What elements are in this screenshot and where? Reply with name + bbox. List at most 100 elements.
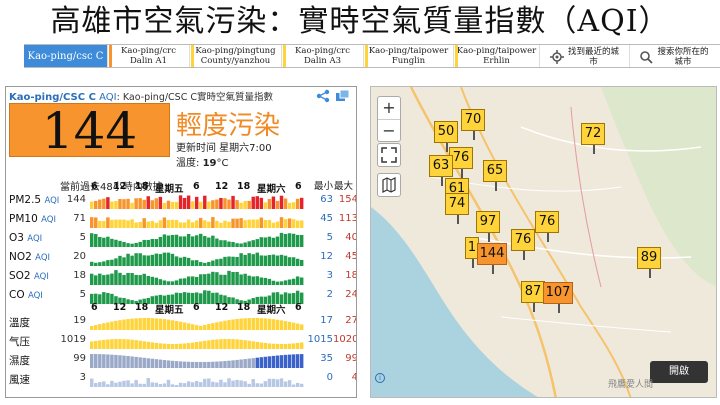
aqi-station-marker[interactable]: 70 bbox=[461, 109, 485, 131]
history-bar bbox=[271, 355, 276, 368]
row-chart[interactable] bbox=[90, 331, 304, 350]
time-tick: 6 bbox=[91, 302, 98, 313]
aqi-station-marker[interactable]: 76 bbox=[511, 229, 535, 251]
aqi-station-marker[interactable]: 76 bbox=[449, 147, 473, 169]
history-bar bbox=[291, 343, 296, 349]
station-tabs: Kao-ping/csc C Kao-ping/crc Dalin A1 Kao… bbox=[24, 44, 720, 68]
history-bar bbox=[186, 195, 191, 209]
aqi-station-marker[interactable]: 63 bbox=[429, 155, 453, 177]
history-bar bbox=[227, 270, 231, 285]
find-nearest-city-button[interactable]: 找到最近的城市 bbox=[540, 45, 630, 67]
history-bar bbox=[110, 201, 114, 209]
history-bar bbox=[283, 198, 288, 209]
history-bar bbox=[98, 340, 102, 349]
history-bar bbox=[219, 379, 223, 387]
history-bar bbox=[299, 292, 304, 304]
history-bar bbox=[287, 202, 292, 209]
history-bar bbox=[247, 275, 251, 285]
aqi-station-marker[interactable]: 74 bbox=[445, 193, 469, 215]
row-chart[interactable] bbox=[90, 350, 304, 369]
row-chart[interactable] bbox=[90, 312, 304, 331]
history-bar bbox=[162, 383, 167, 387]
history-bar bbox=[150, 276, 155, 285]
aqi-station-marker[interactable]: 72 bbox=[581, 123, 605, 145]
find-nearest-city-label: 找到最近的城市 bbox=[567, 46, 619, 67]
row-chart[interactable] bbox=[90, 210, 304, 229]
history-bar bbox=[174, 320, 179, 330]
aqi-station-marker[interactable]: 97 bbox=[476, 211, 500, 233]
history-bar bbox=[178, 236, 183, 247]
row-chart[interactable] bbox=[90, 229, 304, 248]
row-chart[interactable] bbox=[90, 267, 304, 286]
history-bars bbox=[90, 232, 304, 247]
history-bar bbox=[203, 290, 207, 304]
history-bar bbox=[259, 383, 264, 387]
history-bar bbox=[275, 343, 280, 349]
history-bar bbox=[182, 383, 187, 387]
tab-kaoping-csc-c[interactable]: Kao-ping/csc C bbox=[24, 45, 108, 67]
history-bar bbox=[199, 217, 203, 228]
row-current: 5 bbox=[79, 232, 86, 243]
history-bar bbox=[182, 222, 187, 228]
history-bar bbox=[118, 255, 122, 266]
history-bar bbox=[247, 200, 251, 209]
station-map[interactable]: + − 70 50 72 76 63 65 61 74 97 76 1 144 76 89 87 107 i … bbox=[370, 86, 717, 398]
row-chart[interactable] bbox=[90, 191, 304, 210]
tab-kaoping-crc-dalin-a1[interactable]: Kao-ping/crc Dalin A1 bbox=[108, 45, 190, 67]
time-tick: 18 bbox=[135, 181, 149, 192]
tab-kaoping-taipower-erhlin[interactable]: Kao-ping/taipower Erhlin bbox=[454, 45, 540, 67]
history-bar bbox=[231, 297, 235, 304]
info-icon[interactable]: i bbox=[375, 373, 385, 383]
history-bar bbox=[130, 300, 134, 304]
history-bar bbox=[287, 279, 292, 285]
history-bar bbox=[102, 339, 106, 349]
tab-kaoping-crc-dalin-a3[interactable]: Kao-ping/crc Dalin A3 bbox=[282, 45, 364, 67]
tab-color-swatch bbox=[191, 45, 194, 67]
history-bar bbox=[291, 278, 296, 285]
marker-stem bbox=[473, 131, 475, 140]
history-bar bbox=[138, 299, 142, 304]
search-city-button[interactable]: 搜索你所在的城市 bbox=[630, 45, 718, 67]
history-bar bbox=[118, 297, 122, 304]
history-bar bbox=[199, 293, 203, 304]
station-panel: Kao-ping/CSC C AQI: Kao-ping/CSC C實時空氣質量… bbox=[5, 86, 357, 398]
aqi-station-marker[interactable]: 87 bbox=[521, 281, 545, 303]
history-bar bbox=[110, 293, 114, 304]
aqi-station-marker[interactable]: 107 bbox=[543, 282, 573, 304]
windows-icon[interactable] bbox=[335, 89, 350, 103]
history-bar bbox=[118, 381, 122, 387]
zoom-out-button[interactable]: − bbox=[378, 119, 400, 141]
watermark-text: 飛鷹愛人間 bbox=[608, 380, 654, 390]
tab-kaoping-taipower-funglin[interactable]: Kao-ping/taipower Funglin bbox=[364, 45, 454, 67]
history-bar bbox=[211, 339, 215, 349]
open-map-button[interactable]: 開啟 bbox=[650, 361, 708, 383]
row-chart[interactable] bbox=[90, 286, 304, 305]
history-bar bbox=[295, 220, 300, 228]
aqi-station-marker[interactable]: 89 bbox=[637, 247, 661, 269]
history-bar bbox=[227, 297, 231, 304]
history-bar bbox=[279, 195, 284, 209]
aqi-station-marker[interactable]: 144 bbox=[477, 243, 507, 265]
zoom-in-button[interactable]: + bbox=[382, 98, 396, 117]
history-bar bbox=[235, 200, 239, 209]
share-icon[interactable] bbox=[316, 89, 330, 103]
history-bar bbox=[114, 270, 118, 285]
pollution-level: 輕度污染 bbox=[176, 111, 281, 141]
aqi-station-marker[interactable]: 65 bbox=[483, 160, 507, 182]
history-bar bbox=[158, 359, 163, 368]
history-bar bbox=[142, 255, 146, 266]
row-chart[interactable] bbox=[90, 248, 304, 267]
aqi-station-marker[interactable]: 50 bbox=[434, 121, 458, 143]
history-bar bbox=[231, 272, 235, 285]
layers-button[interactable] bbox=[377, 173, 401, 197]
history-bar bbox=[178, 382, 183, 387]
history-bar bbox=[199, 325, 203, 330]
station-name[interactable]: Kao-ping/CSC C bbox=[9, 92, 96, 103]
tab-kaoping-pingtung[interactable]: Kao-ping/pingtung County/yanzhou bbox=[190, 45, 282, 67]
history-bar bbox=[239, 318, 243, 330]
station-header: Kao-ping/CSC C AQI: Kao-ping/CSC C實時空氣質量… bbox=[9, 89, 273, 103]
row-chart[interactable] bbox=[90, 369, 304, 388]
aqi-station-marker[interactable]: 76 bbox=[535, 211, 559, 233]
history-bar bbox=[275, 236, 280, 247]
fullscreen-button[interactable] bbox=[377, 143, 401, 167]
